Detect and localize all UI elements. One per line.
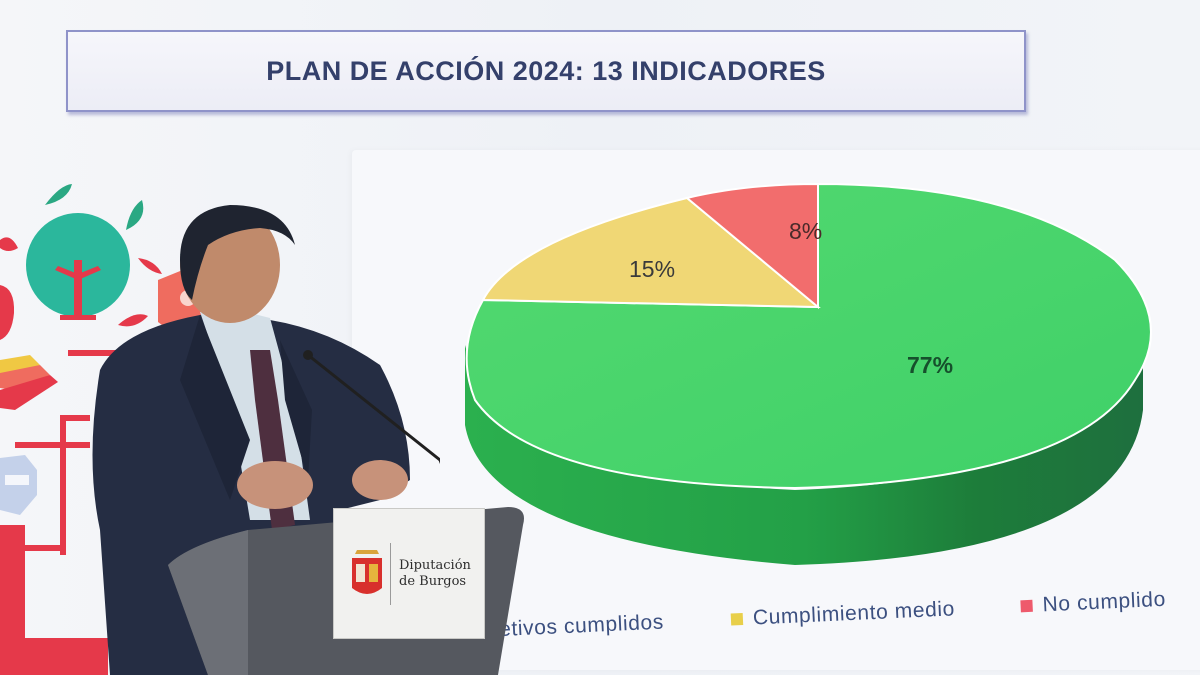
podium-sign: Diputación de Burgos bbox=[333, 508, 485, 639]
pie-chart-graphic bbox=[465, 182, 1152, 565]
sign-divider bbox=[390, 542, 391, 605]
decorative-infographic-icon bbox=[0, 184, 205, 675]
legend-swatch-yellow bbox=[730, 612, 744, 626]
data-label-cumplidos: 77% bbox=[907, 352, 954, 378]
legend-item-no-cumplido: No cumplido bbox=[1020, 588, 1166, 619]
coat-of-arms-icon bbox=[352, 549, 382, 594]
pie-chart: 8% 15% 77% bbox=[455, 170, 1165, 590]
data-label-no-cumplido: 8% bbox=[789, 218, 823, 244]
sign-text-line2: de Burgos bbox=[399, 573, 467, 589]
legend-label: Cumplimiento medio bbox=[752, 597, 956, 630]
slide-title-box: PLAN DE ACCIÓN 2024: 13 INDICADORES bbox=[66, 30, 1026, 112]
legend-label: No cumplido bbox=[1042, 587, 1167, 617]
sign-text-line1: Diputación bbox=[399, 557, 471, 573]
slide-title: PLAN DE ACCIÓN 2024: 13 INDICADORES bbox=[266, 55, 826, 86]
legend-swatch-red bbox=[1020, 599, 1033, 613]
legend-item-cumplimiento-medio: Cumplimiento medio bbox=[730, 597, 955, 631]
data-label-cumplimiento-medio: 15% bbox=[629, 256, 676, 282]
